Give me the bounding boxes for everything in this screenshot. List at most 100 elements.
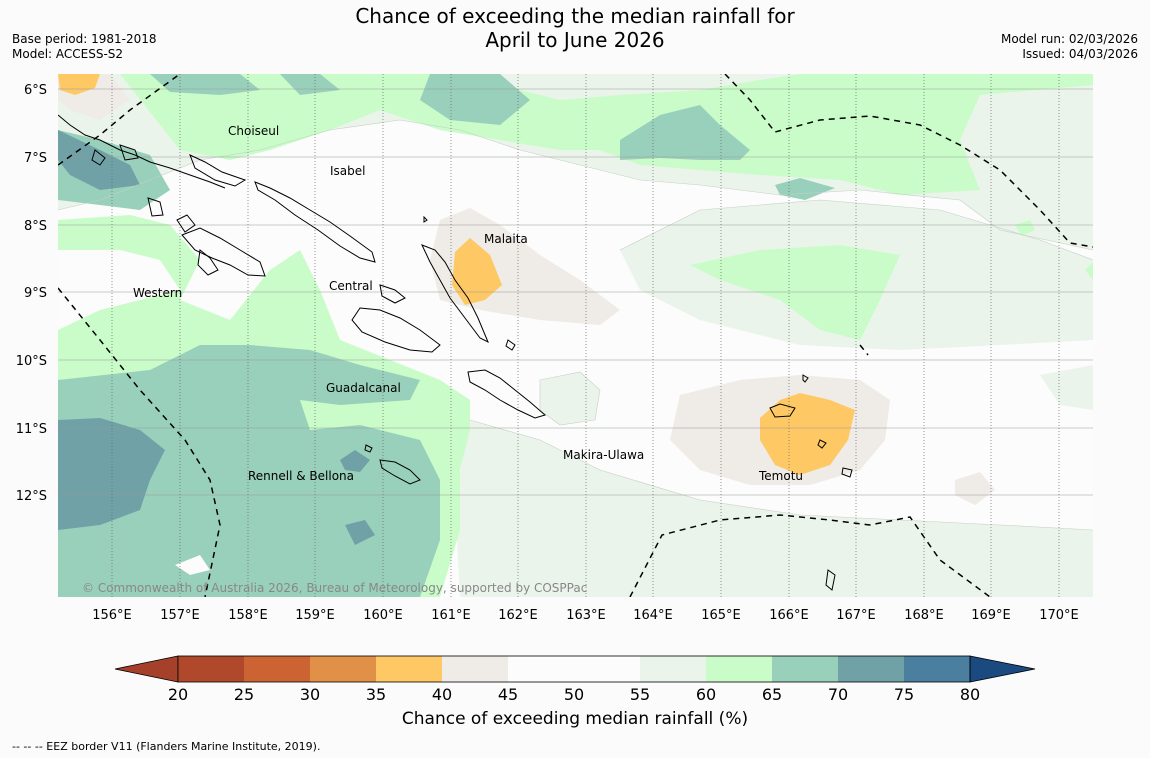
pale-green-southeast xyxy=(1040,365,1093,410)
colorbar-tick: 60 xyxy=(696,685,716,700)
longitude-lines xyxy=(111,74,1060,597)
island-vella-lavella xyxy=(147,197,164,217)
island-rendova xyxy=(197,249,219,276)
light-green-north xyxy=(120,74,1093,195)
teal-north-west-strip xyxy=(150,74,260,95)
contour-line1 xyxy=(58,119,1093,251)
colorbar-tick: 55 xyxy=(630,685,650,700)
island-duff xyxy=(802,374,809,383)
colorbar-swatch xyxy=(508,656,574,682)
colorbar-tick: 80 xyxy=(960,685,980,700)
province-labels: Choiseul Isabel Malaita Western Central … xyxy=(133,124,803,483)
light-green-spot1 xyxy=(1015,220,1035,236)
island-malaita xyxy=(421,244,489,344)
label-malaita: Malaita xyxy=(484,232,528,246)
colorbar-tick: 20 xyxy=(168,685,188,700)
lat-label: 7°S xyxy=(24,151,47,166)
label-isabel: Isabel xyxy=(330,164,365,178)
metadata-left: Base period: 1981-2018 Model: ACCESS-S2 xyxy=(12,32,157,62)
island-florida xyxy=(379,284,406,304)
bougainville-coast xyxy=(58,114,226,189)
lon-label: 163°E xyxy=(566,608,606,623)
colorbar-tick: 35 xyxy=(366,685,386,700)
colorbar-tick: 30 xyxy=(300,685,320,700)
lon-label: 168°E xyxy=(904,608,944,623)
orange-temotu xyxy=(760,393,855,475)
label-rennell-bellona: Rennell & Bellona xyxy=(248,469,354,483)
lon-label: 161°E xyxy=(431,608,471,623)
model-run: Model run: 02/03/2026 xyxy=(1000,32,1138,46)
colorbar-swatch xyxy=(706,656,772,682)
teal-southwest xyxy=(58,345,440,597)
lat-label: 12°S xyxy=(16,489,47,504)
dark-teal-northwest xyxy=(58,130,140,190)
colorbar-swatch xyxy=(178,656,244,682)
colorbar-swatch xyxy=(310,656,376,682)
colorbar-outline xyxy=(177,655,971,683)
lat-label: 9°S xyxy=(24,286,47,301)
coastlines xyxy=(58,114,853,591)
model-name: Model: ACCESS-S2 xyxy=(12,47,124,61)
lat-label: 10°S xyxy=(16,354,47,369)
longitude-labels: 156°E 157°E 158°E 159°E 160°E 161°E 162°… xyxy=(92,608,1079,623)
orange-northwest xyxy=(58,74,100,95)
label-central: Central xyxy=(329,279,373,293)
island-utupua xyxy=(817,439,827,449)
lon-label: 158°E xyxy=(228,608,268,623)
lat-label: 8°S xyxy=(24,219,47,234)
lon-label: 166°E xyxy=(769,608,809,623)
colorbar-swatch xyxy=(640,656,706,682)
colorbar-tick: 65 xyxy=(762,685,782,700)
beige-small xyxy=(955,472,995,505)
colorbar-title: Chance of exceeding median rainfall (%) xyxy=(401,709,749,729)
island-makira xyxy=(467,369,547,419)
lon-label: 164°E xyxy=(633,608,673,623)
island-fauro xyxy=(119,144,139,161)
island-rennell xyxy=(379,459,421,485)
island-bellona xyxy=(364,444,373,453)
label-temotu: Temotu xyxy=(758,469,803,483)
colorbar-extend-low xyxy=(114,655,179,683)
latitude-labels: 6°S 7°S 8°S 9°S 10°S 11°S 12°S xyxy=(16,83,47,504)
island-isabel xyxy=(254,181,376,263)
lon-label: 157°E xyxy=(160,608,200,623)
map-field: © Commonwealth of Australia 2026, Bureau… xyxy=(58,74,1093,597)
colorbar-extend-high xyxy=(969,655,1036,683)
colorbar: 20 25 30 35 40 45 50 55 60 65 70 75 80 xyxy=(114,655,1036,700)
dark-teal-southwest xyxy=(58,418,165,530)
label-makira-ulawa: Makira-Ulawa xyxy=(563,448,644,462)
pale-green-south xyxy=(455,420,1093,597)
dark-teal-spot1 xyxy=(340,450,370,472)
eez-footnote: -- -- -- EEZ border V11 (Flanders Marine… xyxy=(12,740,321,753)
lat-label: 6°S xyxy=(24,83,47,98)
pale-green-makira xyxy=(539,371,601,426)
latitude-lines xyxy=(58,88,1093,496)
metadata-right: Model run: 02/03/2026 Issued: 04/03/2026 xyxy=(1001,32,1138,62)
island-ontong xyxy=(423,215,428,223)
colorbar-tick: 70 xyxy=(828,685,848,700)
colorbar-swatch xyxy=(244,656,310,682)
label-western: Western xyxy=(133,286,182,300)
colorbar-tick: 40 xyxy=(432,685,452,700)
white-patch-south xyxy=(175,555,210,575)
island-vanikoro xyxy=(841,467,853,478)
light-green-spot2 xyxy=(1085,262,1093,280)
island-santa-cruz xyxy=(769,403,796,418)
colorbar-tick: 45 xyxy=(498,685,518,700)
lon-label: 169°E xyxy=(971,608,1011,623)
dark-teal-spot2 xyxy=(345,520,375,545)
eez-border xyxy=(58,74,1093,597)
map-title-line2: April to June 2026 xyxy=(485,28,665,52)
colorbar-tick: 25 xyxy=(234,685,254,700)
colorbar-swatch xyxy=(904,656,970,682)
light-green-east xyxy=(690,245,900,340)
island-guadalcanal xyxy=(351,307,441,353)
lon-label: 160°E xyxy=(363,608,403,623)
contour-line2 xyxy=(619,199,1093,261)
island-anuta xyxy=(825,569,836,591)
colorbar-swatch xyxy=(838,656,904,682)
teal-choiseul-east xyxy=(620,105,750,160)
lon-label: 170°E xyxy=(1039,608,1079,623)
island-kolombangara xyxy=(176,214,196,233)
map-title-line1: Chance of exceeding the median rainfall … xyxy=(355,4,795,28)
